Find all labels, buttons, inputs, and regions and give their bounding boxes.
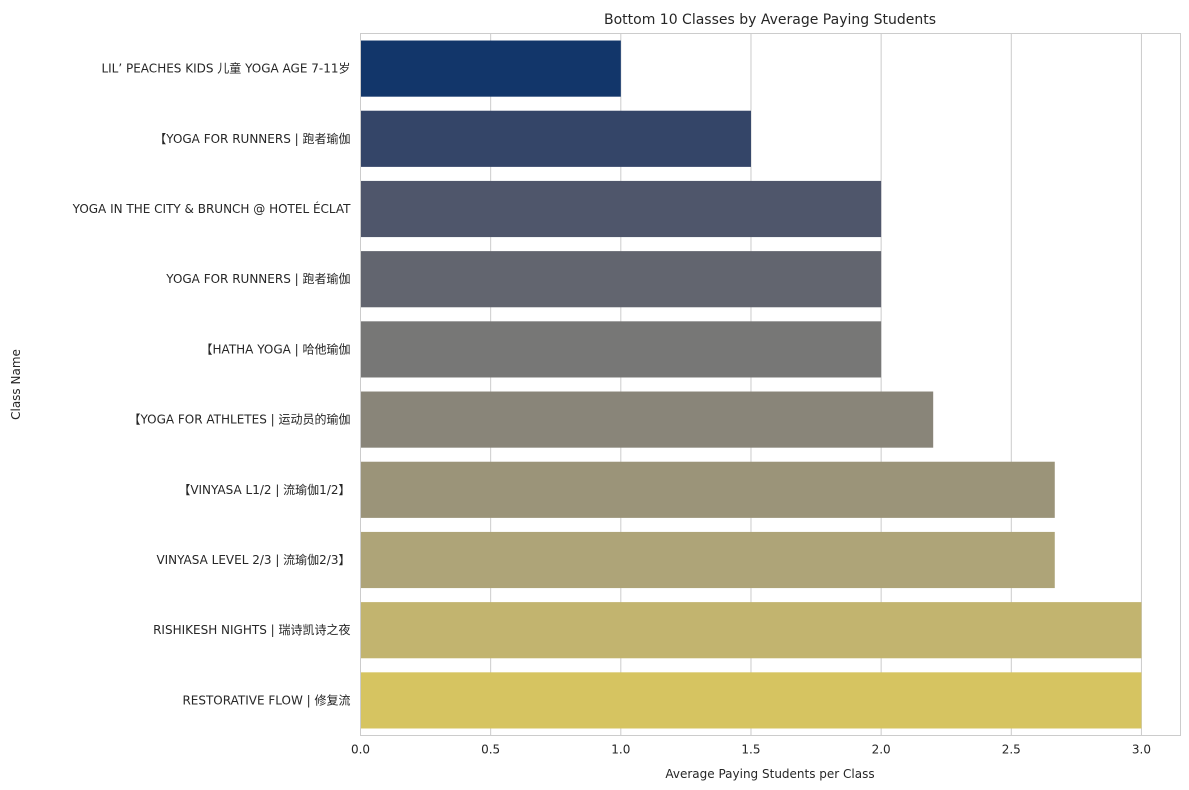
x-tick-label: 3.0	[1132, 743, 1151, 757]
x-tick-label: 2.5	[1002, 743, 1021, 757]
x-tick-label: 1.5	[741, 743, 760, 757]
x-tick-label: 2.0	[872, 743, 891, 757]
bar	[360, 110, 751, 167]
bar	[360, 180, 882, 238]
y-tick-labels: LIL’ PEACHES KIDS 儿童 YOGA AGE 7-11岁【YOGA…	[72, 61, 352, 708]
bar	[360, 251, 882, 308]
plot-frame	[360, 33, 1181, 736]
bar	[360, 321, 882, 378]
bar	[360, 391, 934, 448]
x-tick-label: 0.5	[481, 743, 500, 757]
bar	[360, 461, 1055, 518]
y-axis-title: Class Name	[9, 349, 23, 420]
y-tick-label: RISHIKESH NIGHTS | 瑞诗凯诗之夜	[153, 622, 350, 637]
y-tick-label: LIL’ PEACHES KIDS 儿童 YOGA AGE 7-11岁	[101, 61, 350, 76]
x-tick-labels: 0.0 0.5 1.0 1.5 2.0 2.5 3.0	[351, 743, 1151, 757]
bars	[360, 40, 1142, 729]
chart-title: Bottom 10 Classes by Average Paying Stud…	[604, 12, 936, 28]
x-tick-label: 0.0	[351, 743, 370, 757]
x-tick-label: 1.0	[611, 743, 630, 757]
bar	[360, 602, 1142, 659]
y-tick-label: 【YOGA FOR ATHLETES | 运动员的瑜伽	[128, 412, 350, 427]
x-axis-title: Average Paying Students per Class	[665, 767, 874, 781]
bar	[360, 40, 621, 97]
bar	[360, 672, 1142, 729]
bar	[360, 531, 1055, 589]
y-tick-label: 【YOGA FOR RUNNERS | 跑者瑜伽	[154, 131, 350, 146]
y-tick-label: 【HATHA YOGA | 哈他瑜伽	[201, 341, 351, 356]
y-tick-label: 【VINYASA L1/2 | 流瑜伽1/2】	[178, 482, 350, 497]
y-tick-label: RESTORATIVE FLOW | 修复流	[182, 692, 350, 707]
y-tick-label: YOGA FOR RUNNERS | 跑者瑜伽	[165, 271, 350, 286]
y-tick-label: YOGA IN THE CITY & BRUNCH @ HOTEL ÉCLAT	[72, 201, 352, 216]
y-tick-label: VINYASA LEVEL 2/3 | 流瑜伽2/3】	[156, 552, 350, 567]
